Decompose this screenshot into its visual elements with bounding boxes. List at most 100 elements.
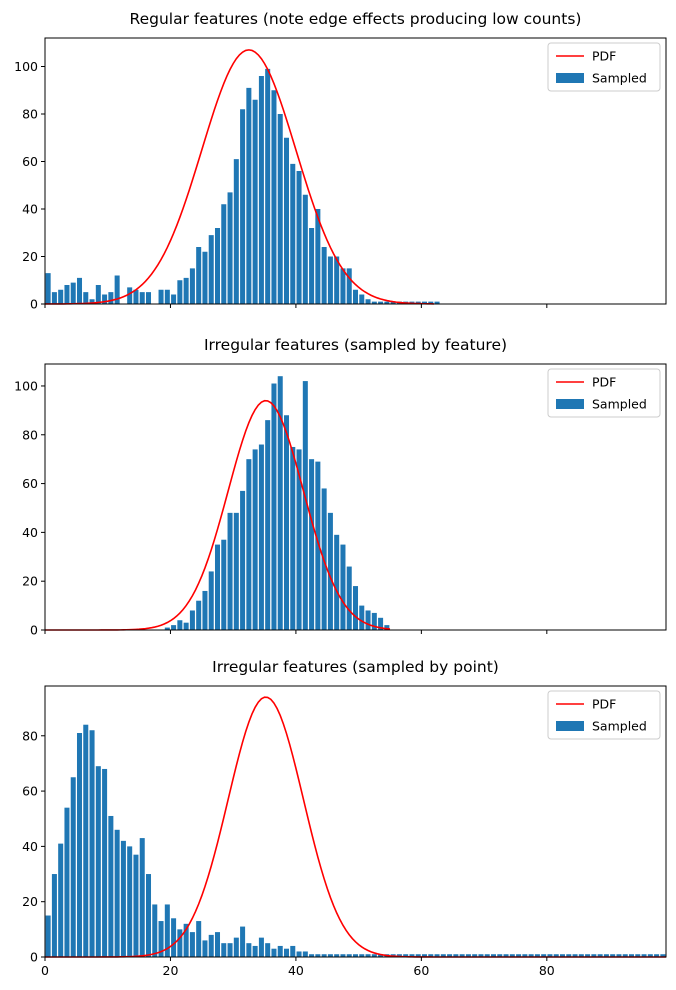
legend-label: PDF: [592, 375, 616, 390]
bar: [171, 918, 177, 957]
bar: [647, 954, 653, 957]
bar: [384, 625, 390, 630]
bar: [183, 923, 189, 957]
bar: [409, 954, 415, 957]
bar: [378, 617, 384, 630]
y-tick-label: 0: [30, 297, 38, 312]
bar: [534, 954, 540, 957]
bar: [214, 932, 221, 957]
bar: [227, 512, 233, 630]
bar: [365, 299, 371, 304]
bar: [277, 376, 283, 630]
bar: [76, 277, 83, 305]
bar: [415, 954, 421, 957]
bar: [334, 534, 340, 630]
bar: [127, 287, 133, 305]
bar: [277, 945, 283, 957]
bar: [635, 954, 641, 957]
bar: [252, 449, 258, 630]
bar: [610, 954, 616, 957]
bar: [183, 277, 189, 305]
bar: [296, 449, 302, 630]
bar: [359, 954, 365, 957]
bar: [484, 954, 490, 957]
bar: [45, 273, 51, 305]
bar: [585, 954, 591, 957]
bar: [233, 159, 239, 305]
bar: [177, 929, 183, 957]
bar: [83, 292, 89, 305]
axes-frame: [44, 685, 667, 958]
bar: [177, 280, 183, 304]
bar: [227, 943, 233, 957]
bar: [622, 954, 628, 957]
subplot-1: 0 20 40 60 80 100 Regular features (note edge …: [14, 10, 667, 312]
bar: [139, 292, 145, 305]
bar: [378, 301, 384, 305]
bar: [89, 299, 95, 304]
bar: [164, 289, 170, 304]
bar: [390, 301, 396, 305]
bar: [522, 954, 528, 957]
bar: [421, 301, 428, 305]
bar: [158, 921, 164, 957]
bar: [290, 945, 296, 957]
bar: [233, 512, 239, 630]
bar: [133, 854, 139, 957]
sampled-bars: [164, 376, 390, 630]
bar: [296, 171, 302, 304]
bar: [127, 846, 133, 957]
bar: [58, 843, 64, 957]
bar: [497, 954, 503, 957]
bar: [553, 954, 559, 957]
bar: [51, 292, 57, 305]
y-tick-label: 60: [22, 476, 38, 491]
bar: [189, 268, 195, 305]
bar: [240, 926, 246, 957]
bar: [321, 247, 327, 304]
bar: [158, 289, 164, 304]
legend-bar-swatch: [556, 73, 584, 83]
bar: [233, 937, 239, 957]
bar: [459, 954, 465, 957]
bar: [352, 954, 359, 957]
bar: [246, 459, 252, 630]
y-tick-label: 80: [22, 728, 38, 743]
bar: [541, 954, 547, 957]
legend: PDF Sampled: [547, 368, 661, 418]
bar: [465, 954, 471, 957]
legend-bar-swatch: [556, 399, 584, 409]
bar: [183, 622, 189, 630]
bar: [189, 610, 195, 630]
y-tick-label: 40: [22, 202, 38, 217]
y-tick-label: 60: [22, 784, 38, 799]
sampled-bars: [45, 724, 666, 957]
bar: [95, 766, 101, 957]
bar: [428, 301, 434, 305]
y-tick-label: 20: [22, 249, 38, 264]
bar: [327, 256, 333, 304]
bar: [240, 109, 246, 304]
bar: [145, 292, 152, 305]
y-tick-label: 20: [22, 894, 38, 909]
legend-label: PDF: [592, 49, 616, 64]
x-tick-label: 0: [41, 963, 49, 978]
bar: [265, 420, 271, 630]
legend: PDF Sampled: [547, 42, 661, 92]
bar: [290, 163, 296, 305]
bar: [258, 76, 264, 304]
bar: [371, 954, 377, 957]
x-tick-label: 40: [288, 963, 304, 978]
legend-label: PDF: [592, 697, 616, 712]
bar: [321, 954, 327, 957]
bar: [283, 137, 290, 304]
bar: [478, 954, 484, 957]
bar: [302, 381, 308, 630]
bar: [196, 921, 202, 957]
bar: [145, 874, 152, 957]
bar: [296, 951, 302, 957]
bar: [83, 724, 89, 957]
legend-label: Sampled: [592, 397, 647, 412]
bar: [171, 625, 177, 630]
bar: [214, 544, 221, 630]
